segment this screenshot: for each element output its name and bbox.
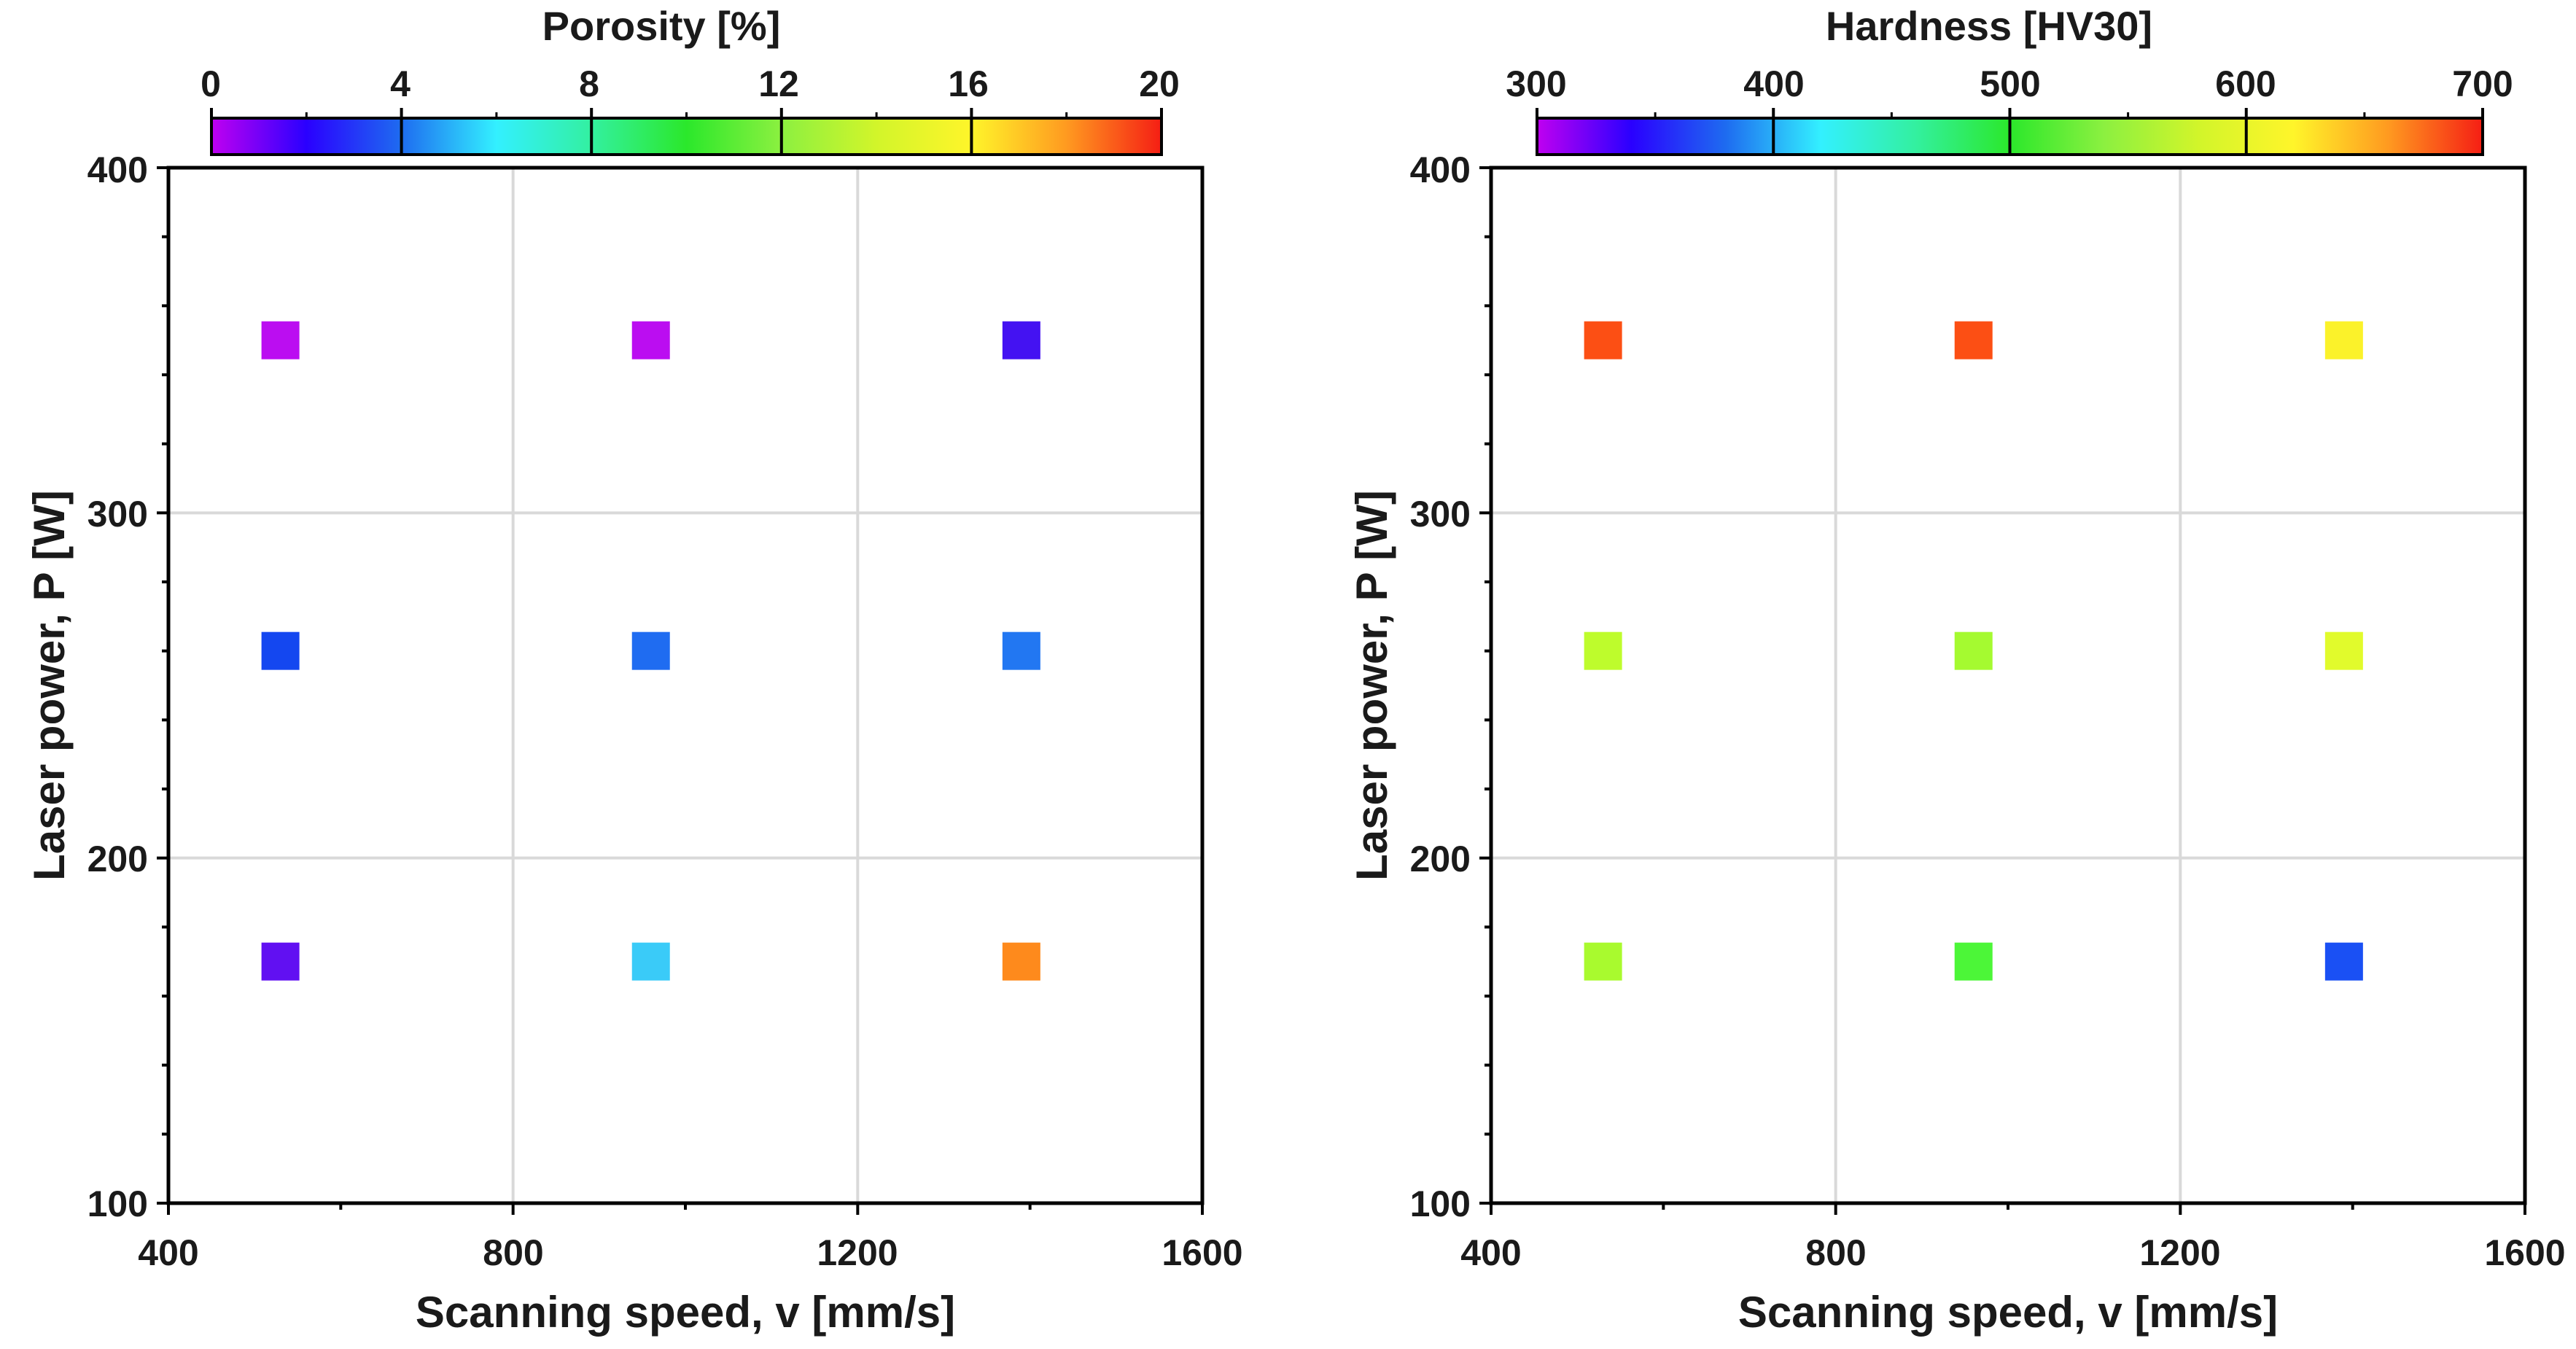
y-tick-label: 300 bbox=[87, 494, 148, 534]
data-point bbox=[1584, 942, 1622, 981]
x-tick-label: 800 bbox=[483, 1232, 543, 1273]
porosity-colorbar-tick-label: 8 bbox=[579, 63, 599, 104]
data-point bbox=[2324, 321, 2363, 359]
data-point bbox=[1954, 942, 1993, 981]
hardness-points bbox=[1584, 321, 2363, 981]
hardness-colorbar: Hardness [HV30] 300 400 500 600 700 bbox=[1506, 3, 2513, 156]
x-tick-label: 1600 bbox=[1161, 1232, 1242, 1273]
hardness-colorbar-tick-label: 300 bbox=[1506, 63, 1566, 104]
data-point bbox=[261, 631, 300, 670]
hardness-y-axis-label: Laser power, P [W] bbox=[1347, 490, 1396, 881]
porosity-colorbar-tick-label: 0 bbox=[201, 63, 221, 104]
data-point bbox=[1954, 631, 1993, 670]
hardness-colorbar-tick-labels: 300 400 500 600 700 bbox=[1506, 63, 2513, 104]
data-point bbox=[631, 942, 670, 981]
porosity-panel: Porosity [%] 0 4 8 12 16 20 100 200 300 … bbox=[25, 3, 1243, 1337]
hardness-colorbar-tick-label: 700 bbox=[2452, 63, 2513, 104]
data-point bbox=[631, 631, 670, 670]
x-tick-label: 1600 bbox=[2484, 1232, 2565, 1273]
hardness-colorbar-ticks bbox=[1536, 108, 2484, 155]
data-point bbox=[1954, 321, 1993, 359]
porosity-colorbar-tick-label: 12 bbox=[758, 63, 799, 104]
porosity-x-axis-label: Scanning speed, v [mm/s] bbox=[416, 1288, 955, 1337]
data-point bbox=[1584, 321, 1622, 359]
hardness-x-axis-label: Scanning speed, v [mm/s] bbox=[1738, 1288, 2278, 1337]
hardness-colorbar-tick-label: 400 bbox=[1743, 63, 1804, 104]
porosity-y-axis-label: Laser power, P [W] bbox=[25, 490, 74, 881]
hardness-colorbar-title: Hardness [HV30] bbox=[1826, 3, 2152, 49]
x-tick-label: 1200 bbox=[817, 1232, 898, 1273]
data-point bbox=[261, 321, 300, 359]
data-point bbox=[1002, 321, 1040, 359]
porosity-colorbar-tick-label: 4 bbox=[390, 63, 410, 104]
x-tick-label: 800 bbox=[1805, 1232, 1866, 1273]
data-point bbox=[2324, 631, 2363, 670]
data-point bbox=[1584, 631, 1622, 670]
data-point bbox=[631, 321, 670, 359]
hardness-plot-frame bbox=[1489, 166, 2527, 1205]
porosity-axis-ticks bbox=[157, 166, 1204, 1215]
hardness-x-tick-labels: 400 800 1200 1600 bbox=[1460, 1232, 2565, 1273]
porosity-colorbar-title: Porosity [%] bbox=[542, 3, 781, 49]
x-tick-label: 400 bbox=[1460, 1232, 1521, 1273]
data-point bbox=[2324, 942, 2363, 981]
y-tick-label: 100 bbox=[87, 1183, 148, 1224]
porosity-points bbox=[261, 321, 1040, 981]
x-tick-label: 400 bbox=[138, 1232, 198, 1273]
hardness-y-tick-labels: 100 200 300 400 bbox=[1410, 149, 1471, 1224]
y-tick-label: 200 bbox=[1410, 839, 1471, 879]
hardness-panel: Hardness [HV30] 300 400 500 600 700 100 … bbox=[1347, 3, 2566, 1337]
porosity-colorbar-tick-label: 16 bbox=[948, 63, 989, 104]
porosity-x-tick-labels: 400 800 1200 1600 bbox=[138, 1232, 1242, 1273]
y-tick-label: 100 bbox=[1410, 1183, 1471, 1224]
porosity-plot-frame bbox=[166, 166, 1205, 1205]
porosity-colorbar-gradient bbox=[210, 117, 1163, 156]
data-point bbox=[1002, 631, 1040, 670]
data-point bbox=[261, 942, 300, 981]
hardness-axis-ticks bbox=[1479, 166, 2526, 1215]
porosity-grid bbox=[168, 168, 1202, 1203]
y-tick-label: 200 bbox=[87, 839, 148, 879]
hardness-colorbar-tick-label: 600 bbox=[2215, 63, 2276, 104]
hardness-colorbar-tick-label: 500 bbox=[1980, 63, 2040, 104]
y-tick-label: 300 bbox=[1410, 494, 1471, 534]
porosity-colorbar-tick-labels: 0 4 8 12 16 20 bbox=[201, 63, 1180, 104]
porosity-colorbar: Porosity [%] 0 4 8 12 16 20 bbox=[201, 3, 1180, 156]
y-tick-label: 400 bbox=[87, 149, 148, 190]
hardness-grid bbox=[1491, 168, 2525, 1203]
y-tick-label: 400 bbox=[1410, 149, 1471, 190]
x-tick-label: 1200 bbox=[2139, 1232, 2220, 1273]
porosity-colorbar-tick-label: 20 bbox=[1139, 63, 1180, 104]
data-point bbox=[1002, 942, 1040, 981]
porosity-colorbar-ticks bbox=[210, 108, 1163, 155]
porosity-y-tick-labels: 100 200 300 400 bbox=[87, 149, 148, 1224]
